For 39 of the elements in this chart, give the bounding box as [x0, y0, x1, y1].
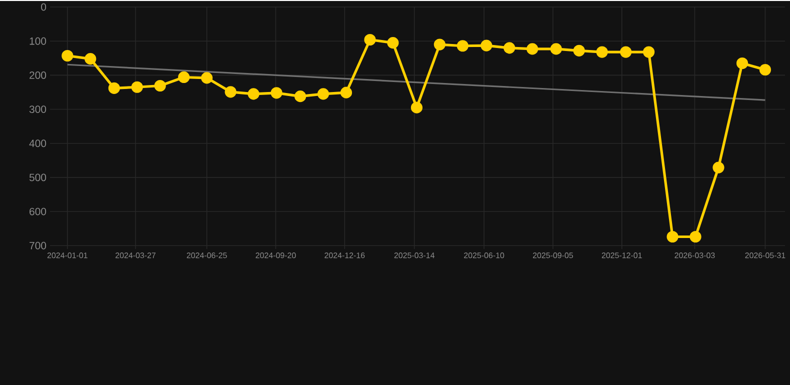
point — [84, 53, 96, 65]
point — [480, 40, 492, 52]
y-tick-label: 0 — [41, 3, 46, 11]
point — [201, 72, 213, 84]
point — [759, 64, 772, 76]
point — [340, 86, 352, 98]
y-tick-label: 600 — [30, 208, 46, 216]
point — [224, 86, 236, 98]
point — [573, 44, 585, 56]
point — [620, 46, 632, 58]
point — [294, 90, 306, 102]
point — [456, 40, 468, 52]
point — [410, 102, 423, 114]
point — [364, 34, 376, 46]
point — [317, 88, 330, 100]
y-tick-label: 700 — [30, 242, 46, 250]
y-tick-label: 100 — [30, 37, 46, 45]
point — [642, 46, 655, 58]
point — [504, 42, 516, 54]
point — [550, 43, 562, 55]
point — [526, 43, 538, 55]
point — [108, 82, 120, 94]
point — [178, 71, 190, 84]
point — [62, 50, 74, 62]
point — [270, 87, 282, 99]
point — [666, 230, 678, 243]
y-tick-label: 500 — [29, 174, 46, 182]
point — [434, 38, 446, 50]
y-tick-label: 300 — [29, 106, 46, 113]
point — [596, 46, 608, 58]
point — [131, 81, 143, 93]
point — [712, 162, 724, 174]
y-tick-label: 200 — [30, 71, 46, 79]
point — [690, 230, 702, 243]
point — [248, 88, 260, 100]
point — [736, 57, 748, 70]
y-tick-label: 400 — [29, 140, 46, 148]
point — [154, 80, 166, 92]
point — [387, 37, 399, 49]
